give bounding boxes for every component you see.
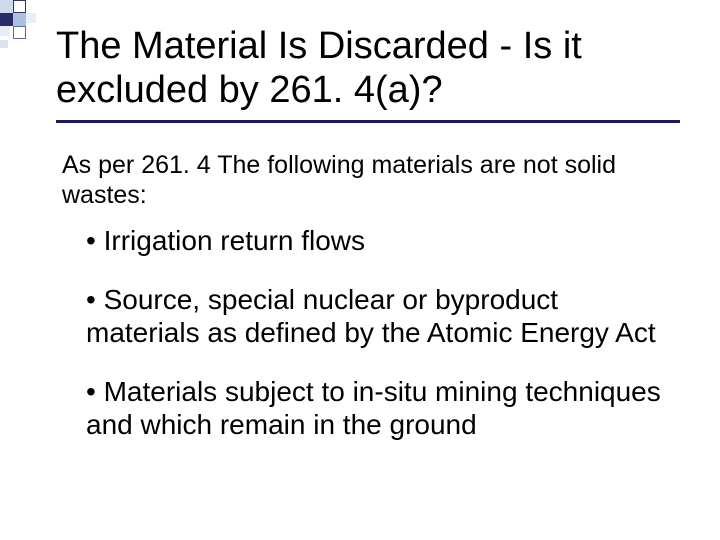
deco-square: [0, 0, 13, 13]
deco-square: [0, 26, 10, 36]
deco-square: [13, 26, 26, 39]
bullet-item: Source, special nuclear or byproduct mat…: [86, 283, 670, 349]
bullet-item: Irrigation return flows: [86, 224, 670, 257]
bullet-list: Irrigation return flows Source, special …: [86, 224, 670, 467]
deco-square: [13, 0, 26, 13]
intro-text: As per 261. 4 The following materials ar…: [62, 150, 670, 210]
corner-decoration: [0, 0, 36, 108]
deco-square: [26, 13, 36, 23]
deco-square: [13, 13, 26, 26]
deco-square: [0, 13, 13, 26]
slide-title: The Material Is Discarded - Is it exclud…: [56, 24, 680, 123]
deco-square: [0, 40, 8, 48]
bullet-item: Materials subject to in-situ mining tech…: [86, 375, 670, 441]
